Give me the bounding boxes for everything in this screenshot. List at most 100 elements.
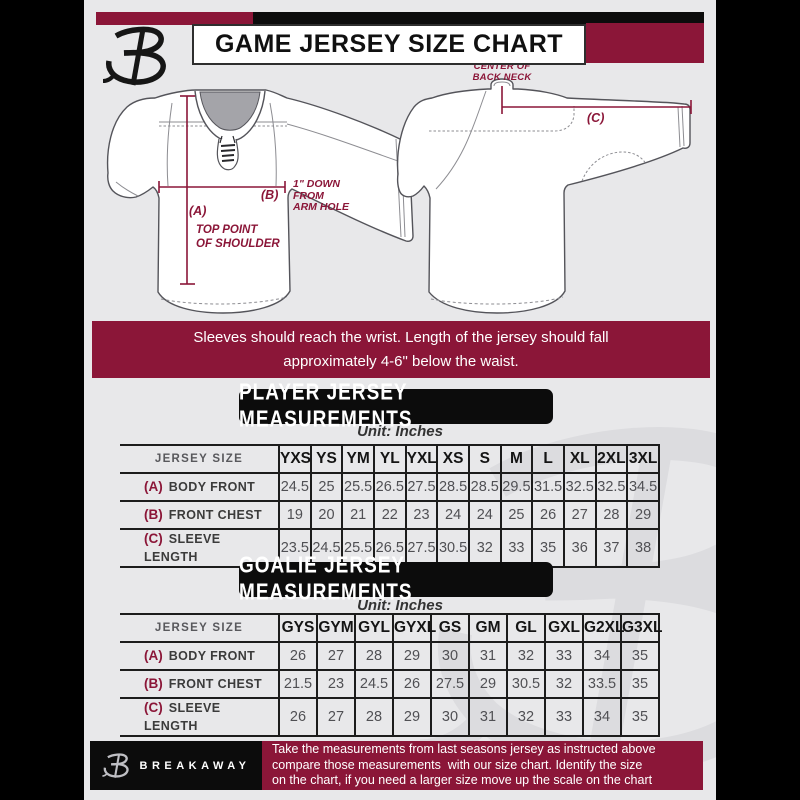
row-label: BODY FRONT xyxy=(168,649,256,663)
size-header-cell: GXL xyxy=(544,613,584,643)
value-cell: 28 xyxy=(354,641,394,671)
size-header-cell: GYM xyxy=(316,613,356,643)
value-cell: 32 xyxy=(506,641,546,671)
row-label: SLEEVE LENGTH xyxy=(144,532,221,564)
stripe-maroon-segment xyxy=(96,12,253,25)
table-row: (C) SLEEVE LENGTH 23.5 24.5 25.5 26.5 27.5 30.5… xyxy=(120,528,660,568)
header-maroon-block xyxy=(586,23,704,63)
value-cell: 25.5 xyxy=(341,472,375,502)
value-cell: 26 xyxy=(392,669,432,699)
size-header-cell: G3XL xyxy=(620,613,662,643)
value-cell: 29.5 xyxy=(499,472,534,502)
row-label: FRONT CHEST xyxy=(168,677,263,691)
value-cell: 32.5 xyxy=(594,472,629,502)
value-cell: 25 xyxy=(499,500,534,530)
row-letter: (C) xyxy=(144,531,163,546)
title-box: GAME JERSEY SIZE CHART xyxy=(192,24,586,65)
value-cell: 33 xyxy=(544,697,584,737)
row-label-cell: (C) SLEEVE LENGTH xyxy=(120,697,280,737)
content-area: GAME JERSEY SIZE CHART xyxy=(84,0,716,800)
value-cell: 29 xyxy=(468,669,508,699)
value-cell: 32.5 xyxy=(562,472,597,502)
value-cell: 38 xyxy=(626,528,660,568)
top-point-label: TOP POINT OF SHOULDER xyxy=(196,224,280,250)
value-cell: 26 xyxy=(278,697,318,737)
size-header-cell: YM xyxy=(341,444,375,474)
stripe-black-segment xyxy=(253,12,704,25)
goalie-section-title: GOALIE JERSEY MEASUREMENTS xyxy=(239,553,553,605)
value-cell: 33 xyxy=(544,641,584,671)
size-header-cell: G2XL xyxy=(582,613,624,643)
value-cell: 33.5 xyxy=(582,669,622,699)
player-section-title-text: PLAYER JERSEY MEASUREMENTS xyxy=(239,379,413,433)
value-cell: 27 xyxy=(316,641,356,671)
goalie-unit-label: Unit: Inches xyxy=(357,597,443,614)
size-header-cell: GYS xyxy=(278,613,318,643)
value-cell: 29 xyxy=(392,641,432,671)
value-cell: 32 xyxy=(506,697,546,737)
value-cell: 21.5 xyxy=(278,669,318,699)
value-cell: 35 xyxy=(620,697,660,737)
breakaway-logo-icon xyxy=(100,24,176,90)
center-back-neck-label: CENTER OF BACK NECK xyxy=(472,61,532,83)
value-cell: 22 xyxy=(372,500,407,530)
size-header-cell: XS xyxy=(436,444,470,474)
table-row: (B) FRONT CHEST 19 20 21 22 23 24 24 25 26 27 28 29 xyxy=(120,500,660,530)
row-label-cell: (B) FRONT CHEST xyxy=(120,500,280,530)
size-header-cell: GL xyxy=(506,613,546,643)
size-header-cell: YL xyxy=(372,444,407,474)
value-cell: 30 xyxy=(430,697,470,737)
size-header-row: JERSEY SIZE GYS GYM GYL GYXL GS GM GL GXL G2XL G3X… xyxy=(120,613,662,643)
header-stripe xyxy=(96,12,704,25)
size-header-cell: GS xyxy=(430,613,470,643)
size-header-cell: GM xyxy=(468,613,508,643)
row-label-cell: (A) BODY FRONT xyxy=(120,641,280,671)
value-cell: 20 xyxy=(309,500,344,530)
measure-b-label: (B) xyxy=(261,188,279,202)
value-cell: 37 xyxy=(594,528,629,568)
player-unit-label: Unit: Inches xyxy=(357,423,443,440)
value-cell: 19 xyxy=(278,500,312,530)
size-header-cell: XL xyxy=(562,444,597,474)
value-cell: 28.5 xyxy=(436,472,470,502)
breakaway-logo-small-icon xyxy=(101,752,129,779)
value-cell: 35 xyxy=(620,641,660,671)
value-cell: 27.5 xyxy=(404,528,439,568)
size-header-cell: S xyxy=(467,444,502,474)
row-label: BODY FRONT xyxy=(168,480,256,494)
value-cell: 26 xyxy=(531,500,565,530)
goalie-section-title-text: GOALIE JERSEY MEASUREMENTS xyxy=(239,552,413,606)
size-header-cell: YXL xyxy=(404,444,439,474)
brand-name: BREAKAWAY xyxy=(139,759,251,772)
value-cell: 23 xyxy=(404,500,439,530)
value-cell: 23 xyxy=(316,669,356,699)
fit-note-banner: Sleeves should reach the wrist. Length o… xyxy=(92,321,710,378)
value-cell: 29 xyxy=(392,697,432,737)
size-header-cell: L xyxy=(531,444,565,474)
value-cell: 26.5 xyxy=(372,528,407,568)
goalie-size-table: JERSEY SIZE GYS GYM GYL GYXL GS GM GL GXL G2XL G3X… xyxy=(120,613,662,737)
size-header-cell: YXS xyxy=(278,444,312,474)
value-cell: 24 xyxy=(436,500,470,530)
value-cell: 23.5 xyxy=(278,528,312,568)
value-cell: 24 xyxy=(467,500,502,530)
player-section-title: PLAYER JERSEY MEASUREMENTS xyxy=(239,380,553,432)
value-cell: 27 xyxy=(562,500,597,530)
value-cell: 25.5 xyxy=(341,528,375,568)
value-cell: 28 xyxy=(354,697,394,737)
value-cell: 32 xyxy=(544,669,584,699)
value-cell: 28.5 xyxy=(467,472,502,502)
value-cell: 31 xyxy=(468,697,508,737)
value-cell: 29 xyxy=(626,500,660,530)
table-corner-header: JERSEY SIZE xyxy=(120,444,280,474)
row-letter: (B) xyxy=(144,507,163,522)
value-cell: 31 xyxy=(468,641,508,671)
value-cell: 31.5 xyxy=(531,472,565,502)
armhole-note-label: 1" DOWN FROM ARM HOLE xyxy=(293,178,349,213)
size-header-cell: GYL xyxy=(354,613,394,643)
measure-a-label: (A) xyxy=(189,204,207,218)
table-corner-header: JERSEY SIZE xyxy=(120,613,280,643)
value-cell: 30 xyxy=(430,641,470,671)
row-letter: (B) xyxy=(144,676,163,691)
